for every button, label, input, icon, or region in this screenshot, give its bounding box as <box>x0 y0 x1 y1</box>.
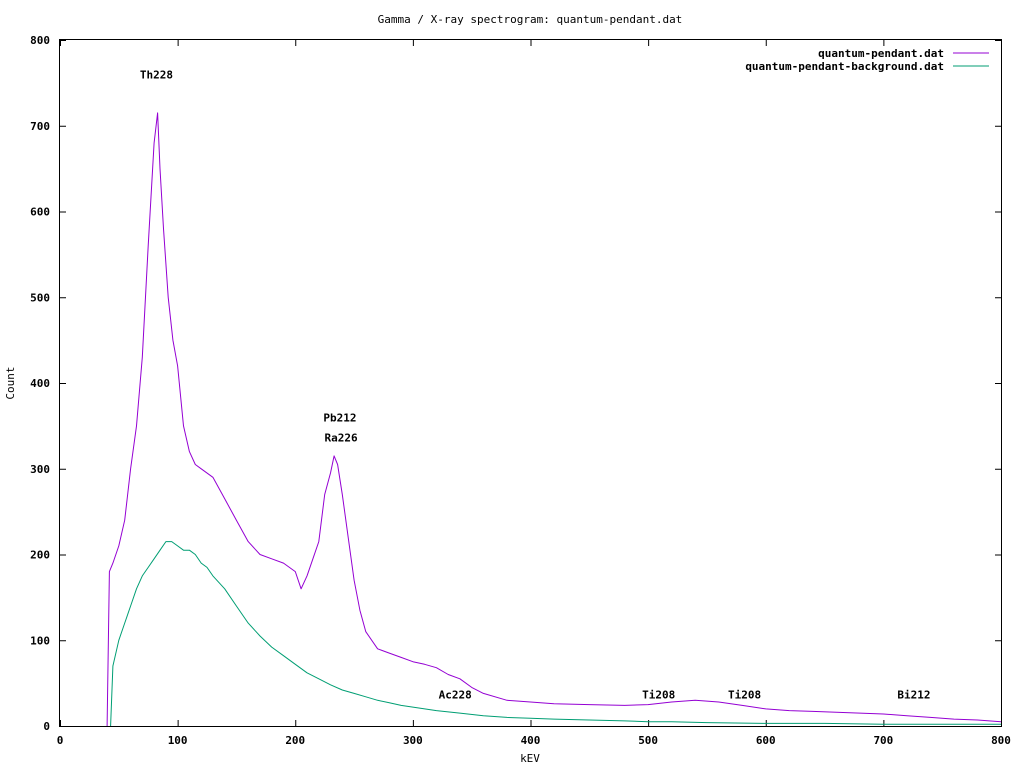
x-tick-label: 300 <box>403 734 423 747</box>
legend: quantum-pendant.datquantum-pendant-backg… <box>745 47 989 73</box>
y-tick-label: 200 <box>30 549 50 562</box>
peak-label: Ti208 <box>642 689 675 702</box>
x-tick-label: 400 <box>521 734 541 747</box>
peak-label: Ra226 <box>325 431 358 444</box>
series-line-1 <box>106 112 1002 727</box>
x-axis-label: kEV <box>520 752 540 765</box>
x-tick-label: 200 <box>285 734 305 747</box>
x-tick-label: 800 <box>991 734 1011 747</box>
y-tick-label: 100 <box>30 634 50 647</box>
peak-label: Bi212 <box>897 689 930 702</box>
series-lines <box>106 112 1002 727</box>
y-tick-label: 800 <box>30 34 50 47</box>
legend-label-1: quantum-pendant.dat <box>818 47 944 60</box>
y-axis-label: Count <box>4 366 17 399</box>
plot-area <box>59 39 1002 727</box>
x-tick-label: 600 <box>756 734 776 747</box>
peak-label: Ti208 <box>728 689 761 702</box>
y-tick-label: 400 <box>30 377 50 390</box>
y-tick-label: 600 <box>30 206 50 219</box>
peak-label: Pb212 <box>323 412 356 425</box>
y-tick-label: 500 <box>30 291 50 304</box>
chart-title: Gamma / X-ray spectrogram: quantum-penda… <box>378 13 683 26</box>
legend-label-2: quantum-pendant-background.dat <box>745 60 944 73</box>
annotations: Th228 Pb212 Ra226 Ac228 Ti208 Ti208 Bi212 <box>140 69 931 702</box>
x-tick-label: 0 <box>57 734 64 747</box>
y-tick-label: 700 <box>30 120 50 133</box>
x-tick-label: 700 <box>873 734 893 747</box>
peak-label: Th228 <box>140 69 173 82</box>
peak-label: Ac228 <box>439 689 472 702</box>
series-line-2 <box>110 541 1001 727</box>
y-tick-label: 300 <box>30 463 50 476</box>
x-tick-label: 500 <box>638 734 658 747</box>
axis-ticks: 0 100 200 300 400 500 600 700 800 0 100 200 300 400 50… <box>30 34 1011 747</box>
plot-frame <box>59 39 1002 727</box>
x-tick-label: 100 <box>168 734 188 747</box>
y-tick-label: 0 <box>43 720 50 733</box>
